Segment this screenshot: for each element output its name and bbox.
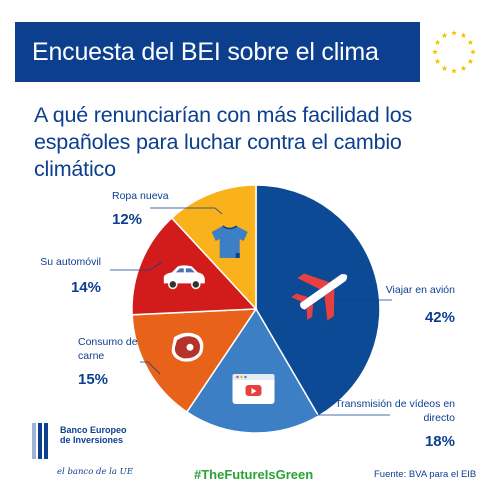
video-streaming-icon (232, 374, 275, 404)
slice-value: 14% (70, 279, 101, 296)
slice-value: 18% (424, 433, 455, 450)
leader-line-3 (110, 261, 163, 271)
slice-label-consumo-de-carne: Consumo de carne 15% (78, 335, 138, 388)
leader-line-4 (150, 207, 223, 215)
header-bar: Encuesta del BEI sobre el clima (15, 22, 476, 82)
slice-name: Transmisión de vídeos en directo (335, 398, 455, 424)
pie-slice-1 (185, 307, 320, 434)
slice-name: Ropa nueva (112, 190, 169, 202)
leader-line-2 (140, 361, 161, 375)
slice-name: Consumo de carne (78, 336, 138, 362)
car-icon (163, 265, 205, 290)
pie-slice-2 (131, 308, 258, 414)
slice-label-su-automovil: Su automóvil 14% (40, 255, 101, 296)
slice-value: 42% (424, 309, 455, 326)
steak-icon (171, 332, 204, 362)
slice-value: 15% (78, 371, 109, 388)
source-note: Fuente: BVA para el EIB (374, 469, 477, 480)
slice-label-transmision-videos: Transmisión de vídeos en directo 18% (325, 397, 455, 450)
chart-headline: A qué renunciarían con más facilidad los… (34, 103, 413, 181)
logo-name: Banco Europeo de Inversiones (60, 425, 127, 445)
slice-name: Su automóvil (40, 256, 101, 268)
slice-label-viajar-en-avion: Viajar en avión 42% (386, 283, 455, 326)
pie-slice-3 (131, 216, 258, 316)
pie-slice-0 (255, 184, 381, 418)
slice-name: Viajar en avión (385, 284, 455, 296)
slice-label-ropa-nueva: Ropa nueva 12% (112, 189, 169, 228)
logo-tagline: el banco de la UE (57, 467, 134, 477)
tshirt-icon (211, 225, 248, 258)
eib-logo-mark-icon (32, 423, 54, 461)
eu-stars-icon (432, 30, 476, 74)
hashtag: #TheFutureIsGreen (194, 467, 314, 482)
slice-value: 12% (112, 211, 143, 228)
airplane-icon (291, 273, 348, 321)
header-title: Encuesta del BEI sobre el clima (32, 37, 379, 66)
pie-slice-4 (170, 184, 257, 311)
